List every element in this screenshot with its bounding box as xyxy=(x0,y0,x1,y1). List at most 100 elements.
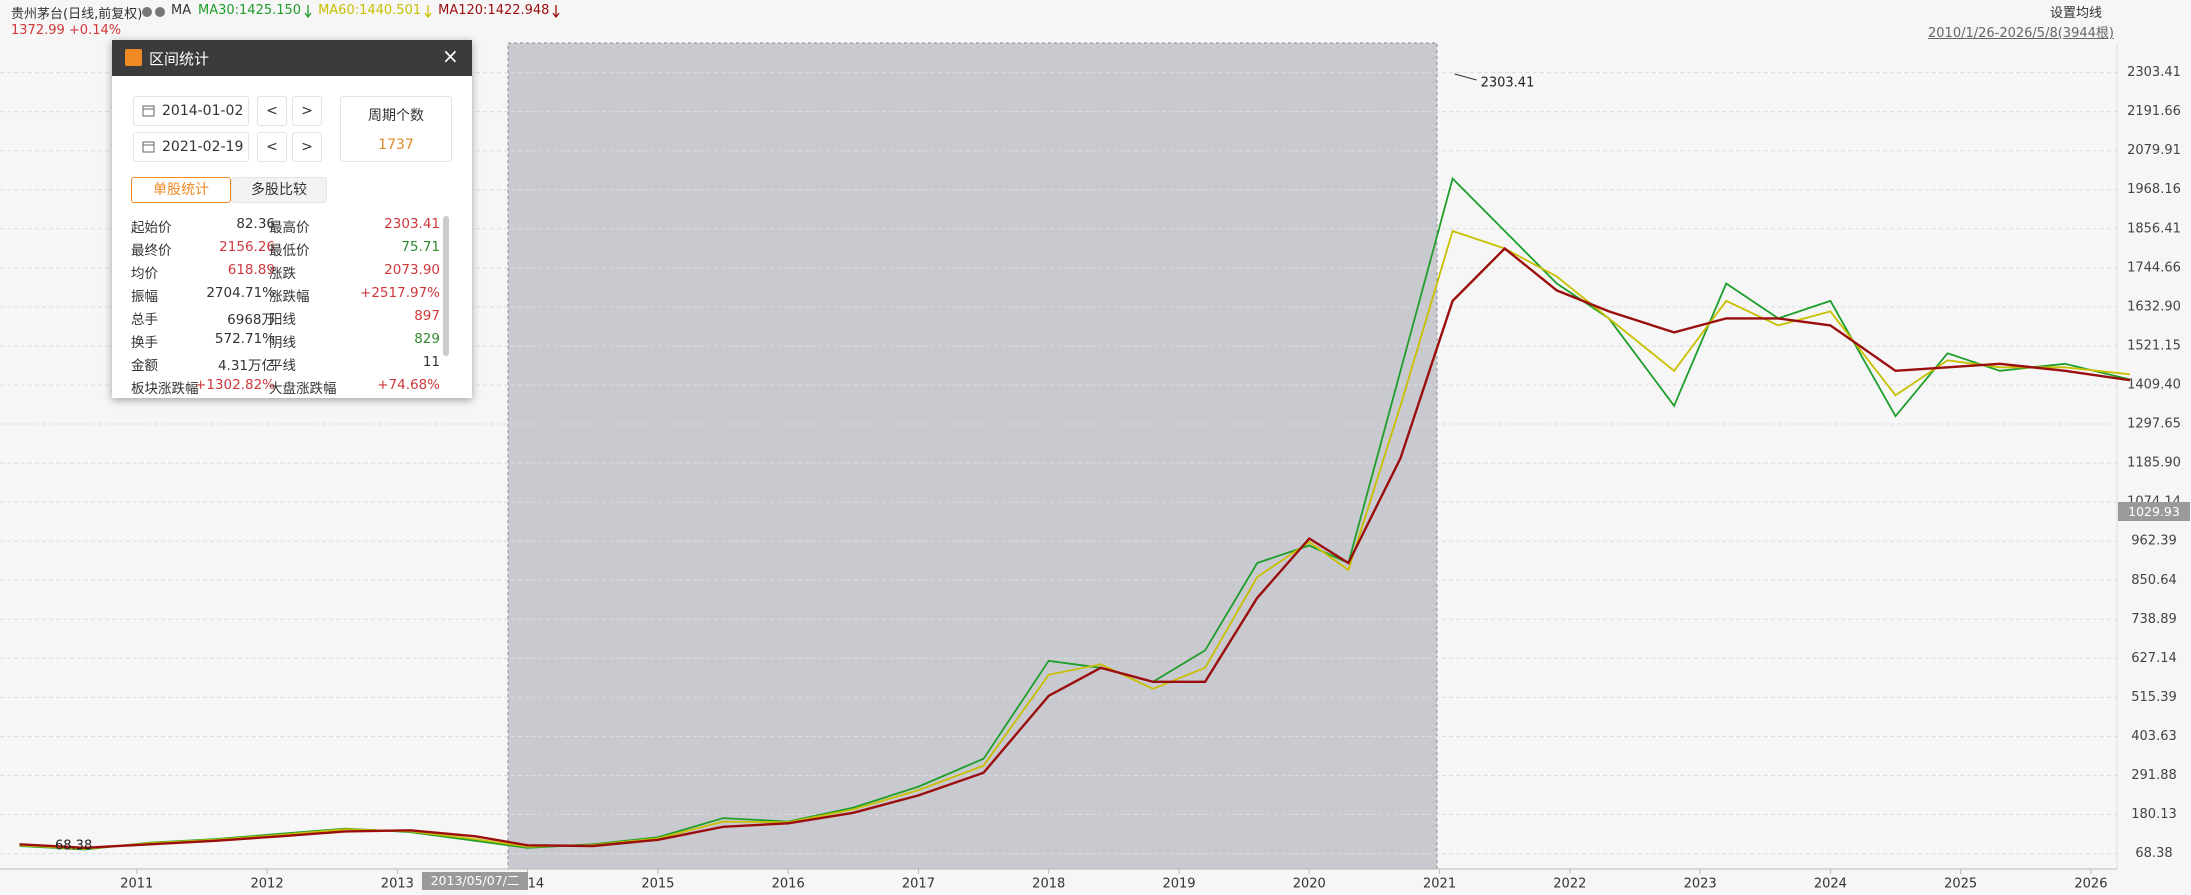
calendar-icon xyxy=(142,105,155,117)
end-date[interactable]: 2021-02-19 xyxy=(133,132,249,162)
panel-title: 区间统计 xyxy=(149,50,210,68)
stat-value: 618.89 xyxy=(227,262,275,278)
y-tick-label: 2079.91 xyxy=(2127,143,2181,158)
stat-label: 阳线 xyxy=(269,312,296,328)
x-tick-label: 2012 xyxy=(251,877,284,892)
stock-name: 贵州茅台(日线,前复权) xyxy=(11,7,143,22)
y-tick-label: 1856.41 xyxy=(2127,221,2181,236)
trend-arrow xyxy=(304,4,312,18)
trend-arrow xyxy=(552,4,560,18)
period-box: 周期个数 1737 xyxy=(340,96,452,162)
y-tick-label: 515.39 xyxy=(2131,690,2177,705)
stat-label: 阴线 xyxy=(269,335,296,351)
stat-value: +2517.97% xyxy=(360,285,440,301)
arrow-shape xyxy=(304,4,312,18)
legend-item: MA120:1422.948 xyxy=(438,3,560,18)
x-tick-label: 2018 xyxy=(1032,877,1065,892)
y-tick-label: 1297.65 xyxy=(2127,417,2181,432)
price: 1372.99 xyxy=(11,23,65,38)
max-annotation: 2303.41 xyxy=(1481,76,1535,91)
stat-value: 82.36 xyxy=(236,216,275,232)
last-price: 1372.99 +0.14% xyxy=(11,23,121,38)
x-tick-label: 2024 xyxy=(1814,877,1847,892)
y-tick-label: 1185.90 xyxy=(2127,456,2181,471)
x-tick-label: 2011 xyxy=(120,877,153,892)
stat-label: 金额 xyxy=(131,358,158,374)
stat-label: 大盘涨跌幅 xyxy=(269,381,337,397)
interval-stats-panel: 区间统计 × 2014-01-02 < > 2021-02-19 < > 周期个… xyxy=(112,40,472,398)
prev-button[interactable]: < xyxy=(257,132,287,162)
annotation-arrow xyxy=(1454,73,1477,81)
legend-item: MA30:1425.150 xyxy=(198,3,312,18)
arrow-shape xyxy=(424,4,432,18)
scrollbar[interactable] xyxy=(443,216,449,356)
tab[interactable]: 多股比较 xyxy=(231,177,327,203)
stat-label: 总手 xyxy=(131,312,158,328)
y-tick-label: 1632.90 xyxy=(2127,299,2181,314)
y-tick-label: 627.14 xyxy=(2131,651,2177,666)
x-tick-label: 2019 xyxy=(1162,877,1195,892)
stat-label: 振幅 xyxy=(131,289,158,305)
stat-value: +74.68% xyxy=(377,377,440,393)
stat-label: 平线 xyxy=(269,358,296,374)
settings-icons[interactable] xyxy=(140,5,180,21)
stat-value: 6968万 xyxy=(227,312,275,328)
x-tick-label: 2015 xyxy=(641,877,674,892)
stat-value: 4.31万亿 xyxy=(217,358,275,374)
next-button[interactable]: > xyxy=(292,132,322,162)
stat-label: 板块涨跌幅 xyxy=(131,381,199,397)
stat-value: 2073.90 xyxy=(384,262,440,278)
y-tick-label: 291.88 xyxy=(2131,768,2177,783)
prev-button[interactable]: < xyxy=(257,96,287,126)
ma-label: MA xyxy=(171,3,192,18)
x-tick-label: 2020 xyxy=(1293,877,1326,892)
y-tick-label: 180.13 xyxy=(2131,807,2177,822)
arrow-shape xyxy=(552,4,560,18)
selection-range xyxy=(507,42,1438,870)
checkbox[interactable] xyxy=(125,49,142,66)
y-tick-label: 2191.66 xyxy=(2127,104,2181,119)
stat-label: 均价 xyxy=(131,266,158,282)
y-tick-label: 403.63 xyxy=(2131,729,2177,744)
stat-label: 涨跌 xyxy=(269,266,296,282)
panel-titlebar: 区间统计 × xyxy=(112,40,472,76)
x-tick-label: 2026 xyxy=(2074,877,2107,892)
stat-value: 897 xyxy=(414,308,440,324)
crosshair-price: 1029.93 xyxy=(2118,502,2190,521)
crosshair-date: 2013/05/07/二 xyxy=(422,872,528,890)
stat-value: 2156.26 xyxy=(219,239,275,255)
next-button[interactable]: > xyxy=(292,96,322,126)
min-annotation: 68.38 xyxy=(55,839,92,854)
stat-value: 75.71 xyxy=(401,239,440,255)
stat-label: 起始价 xyxy=(131,220,172,236)
y-tick-label: 850.64 xyxy=(2131,573,2177,588)
period-label: 周期个数 xyxy=(368,108,424,124)
date-range[interactable]: 2010/1/26-2026/5/8(3944根) xyxy=(1928,26,2114,41)
tab[interactable]: 单股统计 xyxy=(131,177,231,203)
trend-arrow xyxy=(424,4,432,18)
close-button[interactable]: × xyxy=(442,44,459,68)
calendar-icon xyxy=(142,141,155,153)
y-tick-label: 1521.15 xyxy=(2127,338,2181,353)
ma-line xyxy=(19,246,2131,850)
stat-label: 涨跌幅 xyxy=(269,289,310,305)
y-tick-label: 962.39 xyxy=(2131,534,2177,549)
x-tick-label: 2016 xyxy=(772,877,805,892)
stat-label: 最终价 xyxy=(131,243,172,259)
x-tick-label: 2021 xyxy=(1423,877,1456,892)
change: +0.14% xyxy=(68,23,122,38)
ma-settings[interactable]: 设置均线 xyxy=(2050,6,2103,21)
stat-label: 换手 xyxy=(131,335,158,351)
stat-value: 572.71% xyxy=(214,331,275,347)
stat-label: 最高价 xyxy=(269,220,310,236)
stat-value: +1302.82% xyxy=(195,377,275,393)
stat-value: 2704.71% xyxy=(206,285,275,301)
y-tick-label: 1409.40 xyxy=(2127,377,2181,392)
y-tick-label: 2303.41 xyxy=(2127,65,2181,80)
y-tick-label: 68.38 xyxy=(2135,846,2172,861)
y-tick-label: 738.89 xyxy=(2131,612,2177,627)
start-date[interactable]: 2014-01-02 xyxy=(133,96,249,126)
stat-value: 2303.41 xyxy=(384,216,440,232)
